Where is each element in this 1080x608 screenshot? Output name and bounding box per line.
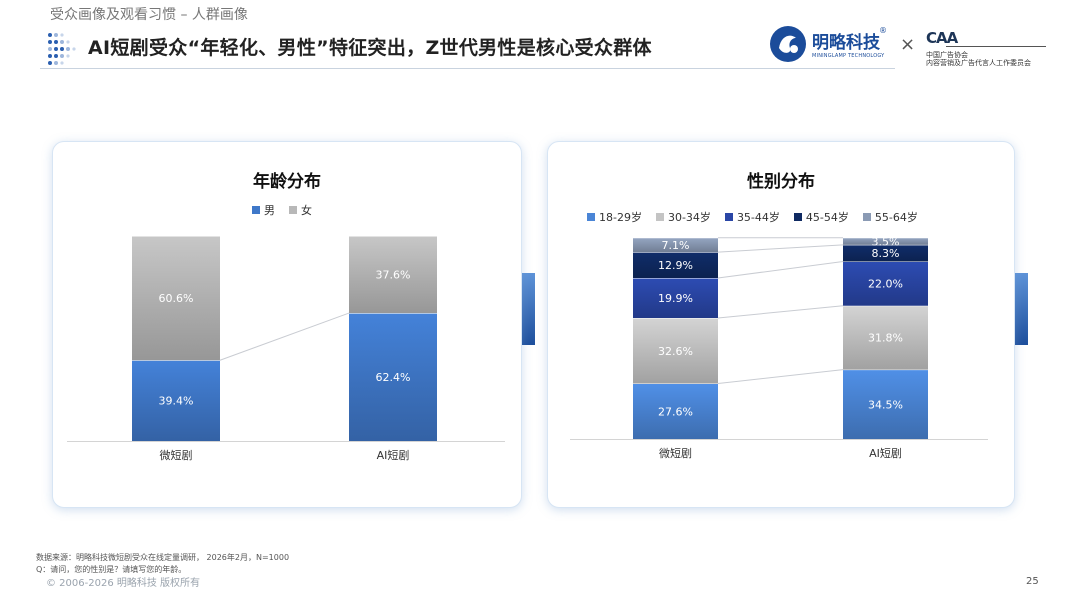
brand-logo: 明略科技 ® MININGLAMP TECHNOLOGY [768,22,888,68]
data-label: 19.9% [658,292,693,305]
connector-line [717,261,844,279]
brand-registered-mark: ® [879,26,887,35]
legend-swatch [587,213,595,221]
page-number: 25 [1026,576,1039,587]
category-label: 微短剧 [160,448,193,462]
bar-segment [633,237,718,253]
survey-question-note: Q：请问，您的性别是？请填写您的年龄。 [36,565,187,574]
legend-swatch [724,213,733,221]
legend-item: 35-44岁 [724,209,780,225]
bar-segment [633,252,718,278]
data-label: 37.6% [376,269,411,282]
header-divider [40,68,895,69]
dot-grid-icon [48,33,76,65]
legend-swatch [289,206,297,214]
data-label: 7.1% [662,239,690,252]
partner-name: 中国广告协会 [926,51,968,59]
bar-segment [843,261,928,306]
legend-item: 18-29岁 [587,209,642,225]
legend-swatch [252,206,260,214]
legend-label: 30-34岁 [667,211,711,224]
brand-name: 明略科技 [812,33,880,53]
legend-swatch [793,213,802,221]
partner-logo: CAA 中国广告协会 内容营销及广告代言人工作委员会 [926,28,1051,67]
connector-line [219,312,350,361]
legend-label: 男 [264,204,275,217]
legend-swatch [862,213,871,221]
data-source-note: 数据来源：明略科技微短剧受众在线定量调研， 2026年2月，N=1000 [36,553,290,562]
legend-label: 45-54岁 [805,211,849,224]
age-chart: 39.4% 60.6% 微短剧 62.4% 37.6% AI短剧 [67,235,505,462]
legend-item: 45-54岁 [793,209,849,225]
page-title: AI短剧受众“年轻化、男性”特征突出，Z世代男性是核心受众群体 [88,37,652,59]
bar-segment [843,369,928,439]
bar-segment [132,236,220,361]
partner-committee: 内容营销及广告代言人工作委员会 [926,59,1031,67]
connector-line [717,305,844,319]
bar-segment [349,313,437,441]
bar-segment [633,317,718,384]
chart-legend: 男女 [252,202,326,218]
legend-label: 女 [301,204,312,217]
brand-mark-icon [770,26,806,62]
gender-chart: 27.6% 32.6% 19.9% 12.9% 7.1% 微短剧 34.5% 31.8% 22.… [570,235,988,460]
chart-card-left: 年龄分布 男女 39.4% 60.6% 微短剧 62.4% 37.6% AI短剧 [52,141,522,508]
partner-logo-mark: CAA [926,29,958,47]
card-side-tab-left [521,273,535,345]
bar-segment [843,305,928,370]
connector-line [717,244,844,253]
data-label: 8.3% [872,247,900,260]
chart-card-right: 性别分布 18-29岁 30-34岁 35-44岁 45-54岁 55-64岁 27.6… [547,141,1015,508]
breadcrumb: 受众画像及观看习惯 – 人群画像 [50,7,248,23]
data-label: 27.6% [658,405,693,418]
times-sign: × [900,34,916,55]
legend-item: 55-64岁 [862,209,918,225]
category-label: AI短剧 [869,446,902,460]
legend-label: 18-29岁 [599,211,642,224]
brand-subtitle: MININGLAMP TECHNOLOGY [812,53,885,59]
bar-segment [132,360,220,441]
card-side-tab-right [1014,273,1028,345]
data-label: 62.4% [376,371,411,384]
chart-title: 性别分布 [747,172,815,192]
copyright: © 2006-2026 明略科技 版权所有 [46,578,201,589]
bar-segment [843,244,928,262]
data-label: 3.5% [872,235,900,248]
data-label: 22.0% [868,278,903,291]
data-label: 60.6% [159,292,194,305]
legend-label: 55-64岁 [874,211,918,224]
legend-label: 35-44岁 [736,211,780,224]
chart-title: 年龄分布 [253,172,321,192]
legend-item: 女 [289,202,312,218]
data-label: 12.9% [658,259,693,272]
data-label: 32.6% [658,345,693,358]
bar-segment [633,383,718,439]
data-label: 39.4% [159,395,194,408]
category-label: 微短剧 [659,446,692,460]
data-label: 34.5% [868,398,903,411]
connector-line [717,369,844,385]
bar-segment [843,237,928,245]
chart-legend: 18-29岁 30-34岁 35-44岁 45-54岁 55-64岁 [587,209,932,225]
data-label: 31.8% [868,332,903,345]
legend-swatch [655,213,664,221]
partner-logo-rule [946,46,1046,47]
bar-segment [633,277,718,318]
bar-segment [349,236,437,314]
legend-item: 男 [252,202,275,218]
category-label: AI短剧 [377,448,410,462]
legend-item: 30-34岁 [655,209,711,225]
